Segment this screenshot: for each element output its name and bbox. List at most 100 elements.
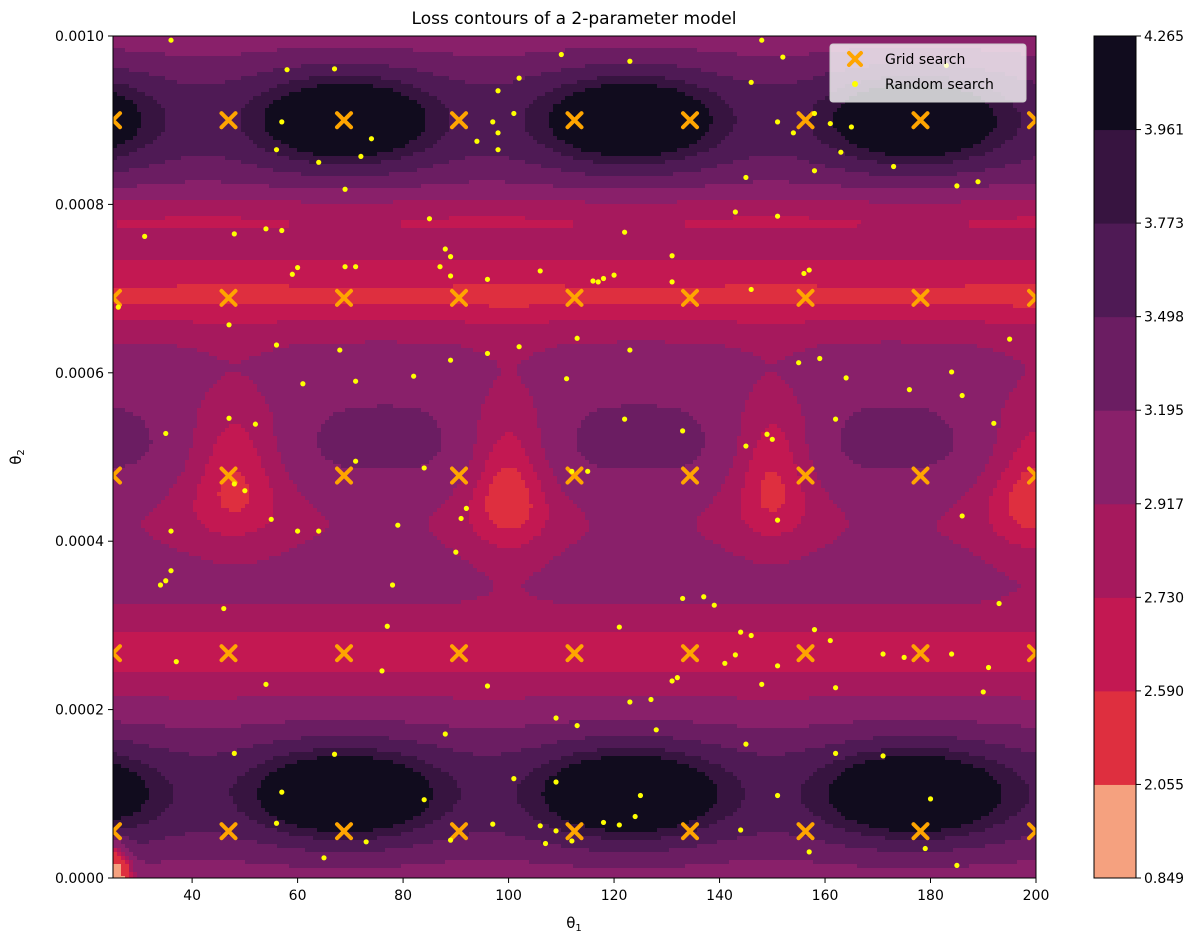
colorbar-segment: [1094, 317, 1136, 411]
random-search-point: [316, 160, 321, 165]
random-search-point: [949, 369, 954, 374]
contour-field: [113, 36, 1038, 881]
colorbar-segment: [1094, 130, 1136, 224]
random-search-point: [617, 822, 622, 827]
random-search-point: [422, 797, 427, 802]
random-search-point: [411, 374, 416, 379]
random-search-point: [269, 517, 274, 522]
random-search-point: [226, 416, 231, 421]
random-search-point: [807, 849, 812, 854]
random-search-point: [601, 820, 606, 825]
random-search-point: [332, 752, 337, 757]
random-search-point: [316, 528, 321, 533]
random-search-point: [342, 187, 347, 192]
random-search-point: [638, 793, 643, 798]
random-search-point: [358, 154, 363, 159]
random-search-point: [321, 855, 326, 860]
random-search-point: [828, 638, 833, 643]
random-search-point: [232, 751, 237, 756]
random-search-point: [617, 624, 622, 629]
random-search-point: [511, 111, 516, 116]
colorbar-tick-label: 2.055: [1144, 777, 1184, 793]
random-search-point: [295, 265, 300, 270]
y-tick-label: 0.0006: [55, 366, 104, 382]
random-search-point: [849, 124, 854, 129]
random-search-point: [902, 655, 907, 660]
random-search-point: [279, 119, 284, 124]
legend: Grid search Random search: [830, 44, 1026, 102]
random-search-point: [464, 506, 469, 511]
random-search-point: [495, 88, 500, 93]
random-search-point: [253, 422, 258, 427]
colorbar-tick-label: 2.917: [1144, 497, 1184, 513]
colorbar-segment: [1094, 504, 1136, 598]
random-search-point: [981, 689, 986, 694]
random-search-point: [833, 751, 838, 756]
random-search-point: [743, 443, 748, 448]
y-tick-label: 0.0004: [55, 534, 104, 550]
random-search-point: [775, 663, 780, 668]
random-search-point: [575, 336, 580, 341]
random-search-point: [960, 393, 965, 398]
random-search-point: [833, 417, 838, 422]
random-search-point: [807, 267, 812, 272]
random-search-point: [891, 164, 896, 169]
random-search-point: [949, 651, 954, 656]
x-axis: 40 60 80 100 120 140 160 180 200: [183, 878, 1049, 904]
random-search-point: [263, 682, 268, 687]
random-search-point: [975, 179, 980, 184]
random-search-point: [749, 80, 754, 85]
random-search-point: [443, 731, 448, 736]
random-search-point: [274, 821, 279, 826]
colorbar-segment: [1094, 784, 1136, 878]
random-search-point: [538, 823, 543, 828]
random-search-point: [242, 488, 247, 493]
x-tick-label: 40: [183, 888, 201, 904]
y-axis-label: θ2: [7, 449, 27, 465]
random-search-point: [385, 624, 390, 629]
random-search-point: [775, 518, 780, 523]
random-search-point: [511, 776, 516, 781]
random-search-point: [1007, 337, 1012, 342]
colorbar-segment: [1094, 691, 1136, 785]
random-search-point: [669, 279, 674, 284]
random-search-point: [812, 168, 817, 173]
random-search-point: [596, 279, 601, 284]
random-search-point: [759, 38, 764, 43]
random-search-point: [801, 271, 806, 276]
random-search-point: [675, 675, 680, 680]
random-search-point: [279, 228, 284, 233]
y-tick-label: 0.0000: [55, 871, 104, 887]
legend-random-search-label: Random search: [885, 77, 994, 93]
random-search-point: [448, 254, 453, 259]
random-search-point: [559, 52, 564, 57]
random-search-point: [775, 119, 780, 124]
random-search-point: [543, 841, 548, 846]
x-tick-label: 100: [495, 888, 522, 904]
random-search-point: [796, 360, 801, 365]
random-search-point: [116, 305, 121, 310]
x-tick-label: 160: [812, 888, 839, 904]
colorbar-tick-label: 0.849: [1144, 871, 1184, 887]
random-search-point: [163, 578, 168, 583]
random-search-point: [569, 838, 574, 843]
random-search-point: [490, 822, 495, 827]
legend-grid-search-label: Grid search: [885, 52, 965, 68]
random-search-point: [485, 683, 490, 688]
colorbar-tick-label: 3.773: [1144, 216, 1184, 232]
x-axis-label: θ1: [566, 914, 582, 934]
random-search-point: [168, 38, 173, 43]
random-search-point: [168, 528, 173, 533]
random-search-point: [775, 793, 780, 798]
random-search-point: [986, 665, 991, 670]
random-search-point: [770, 437, 775, 442]
x-tick-label: 60: [289, 888, 307, 904]
random-search-point: [791, 130, 796, 135]
random-search-point: [838, 150, 843, 155]
random-search-point: [485, 277, 490, 282]
chart-title: Loss contours of a 2-parameter model: [412, 9, 737, 29]
random-search-point: [279, 790, 284, 795]
random-search-point: [722, 661, 727, 666]
random-search-point: [495, 130, 500, 135]
